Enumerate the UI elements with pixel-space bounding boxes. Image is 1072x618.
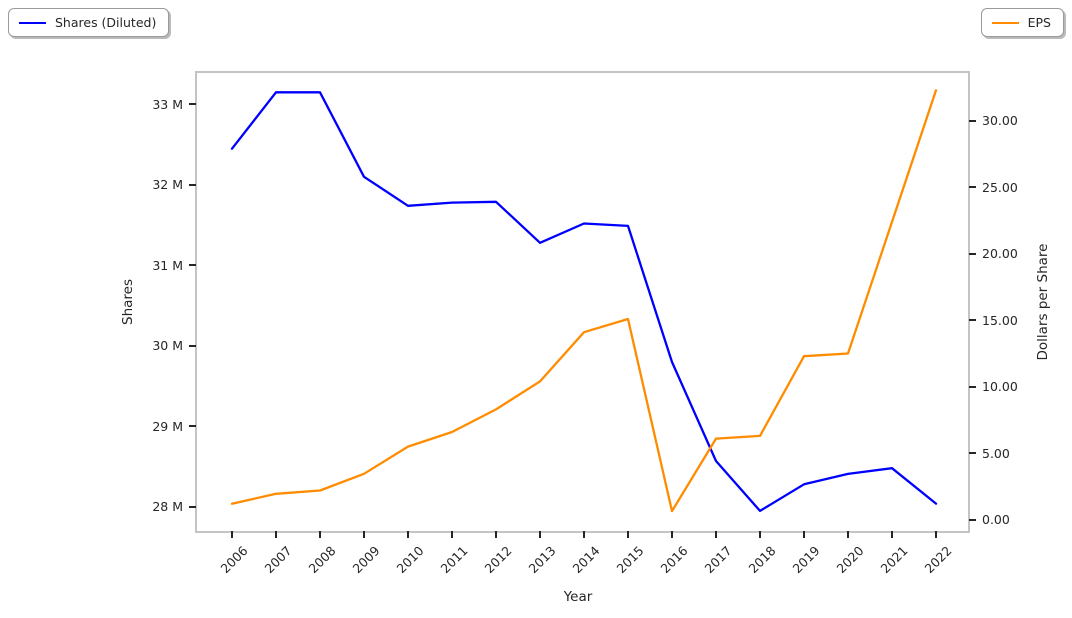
x-tick-mark xyxy=(495,531,497,538)
x-tick-mark xyxy=(407,531,409,538)
chart-canvas xyxy=(230,89,938,513)
x-tick-label: 2016 xyxy=(657,543,691,577)
left-tick-label: 33 M xyxy=(152,96,183,112)
right-tick-mark xyxy=(969,319,976,322)
x-tick-label: 2015 xyxy=(613,543,647,577)
x-tick-mark xyxy=(891,531,893,538)
left-tick-mark xyxy=(189,425,196,428)
x-tick-mark xyxy=(539,531,541,538)
left-tick-mark xyxy=(189,344,196,347)
x-tick-mark xyxy=(583,531,585,538)
x-tick-label: 2014 xyxy=(569,543,603,577)
x-tick-mark xyxy=(803,531,805,538)
left-axis-title: Shares xyxy=(120,279,136,325)
legend-shares: Shares (Diluted) xyxy=(8,8,170,37)
x-tick-label: 2012 xyxy=(481,543,515,577)
plot-area xyxy=(195,71,970,533)
x-tick-label: 2009 xyxy=(349,543,383,577)
right-tick-mark xyxy=(969,119,976,122)
legend-eps: EPS xyxy=(980,8,1064,37)
left-tick-mark xyxy=(189,264,196,267)
x-tick-mark xyxy=(363,531,365,538)
x-tick-mark xyxy=(231,531,233,538)
right-tick-label: 0.00 xyxy=(982,512,1010,528)
x-tick-mark xyxy=(451,531,453,538)
legend-eps-label: EPS xyxy=(1027,15,1051,30)
x-tick-label: 2017 xyxy=(701,543,735,577)
x-tick-label: 2011 xyxy=(437,543,471,577)
right-tick-label: 25.00 xyxy=(982,179,1018,195)
right-tick-label: 10.00 xyxy=(982,379,1018,395)
x-tick-mark xyxy=(319,531,321,538)
x-tick-mark xyxy=(759,531,761,538)
x-tick-mark xyxy=(847,531,849,538)
right-tick-mark xyxy=(969,518,976,521)
left-tick-label: 30 M xyxy=(152,338,183,354)
x-tick-mark xyxy=(935,531,937,538)
left-tick-label: 32 M xyxy=(152,177,183,193)
x-axis-title: Year xyxy=(563,589,593,605)
x-tick-label: 2018 xyxy=(745,543,779,577)
x-tick-label: 2022 xyxy=(921,543,955,577)
right-tick-mark xyxy=(969,252,976,255)
x-tick-label: 2006 xyxy=(217,543,251,577)
x-tick-label: 2020 xyxy=(833,543,867,577)
legend-shares-label: Shares (Diluted) xyxy=(55,15,157,30)
eps-line xyxy=(230,89,938,513)
left-tick-label: 28 M xyxy=(152,499,183,515)
left-tick-label: 29 M xyxy=(152,418,183,434)
right-tick-label: 15.00 xyxy=(982,312,1018,328)
right-tick-label: 20.00 xyxy=(982,246,1018,262)
right-tick-label: 5.00 xyxy=(982,445,1010,461)
x-tick-mark xyxy=(627,531,629,538)
eps-line-sample xyxy=(991,21,1019,24)
x-tick-label: 2007 xyxy=(261,543,295,577)
left-tick-mark xyxy=(189,103,196,106)
right-tick-mark xyxy=(969,186,976,189)
x-tick-label: 2019 xyxy=(789,543,823,577)
right-tick-mark xyxy=(969,385,976,388)
shares-line xyxy=(230,91,938,513)
x-tick-mark xyxy=(671,531,673,538)
x-tick-mark xyxy=(275,531,277,538)
shares-line-sample xyxy=(19,21,46,24)
x-tick-mark xyxy=(715,531,717,538)
right-tick-label: 30.00 xyxy=(982,113,1018,129)
left-tick-mark xyxy=(189,183,196,186)
left-tick-mark xyxy=(189,505,196,508)
x-tick-label: 2008 xyxy=(305,543,339,577)
left-tick-label: 31 M xyxy=(152,257,183,273)
right-tick-mark xyxy=(969,452,976,455)
x-tick-label: 2013 xyxy=(525,543,559,577)
x-tick-label: 2010 xyxy=(393,543,427,577)
x-tick-label: 2021 xyxy=(877,543,911,577)
